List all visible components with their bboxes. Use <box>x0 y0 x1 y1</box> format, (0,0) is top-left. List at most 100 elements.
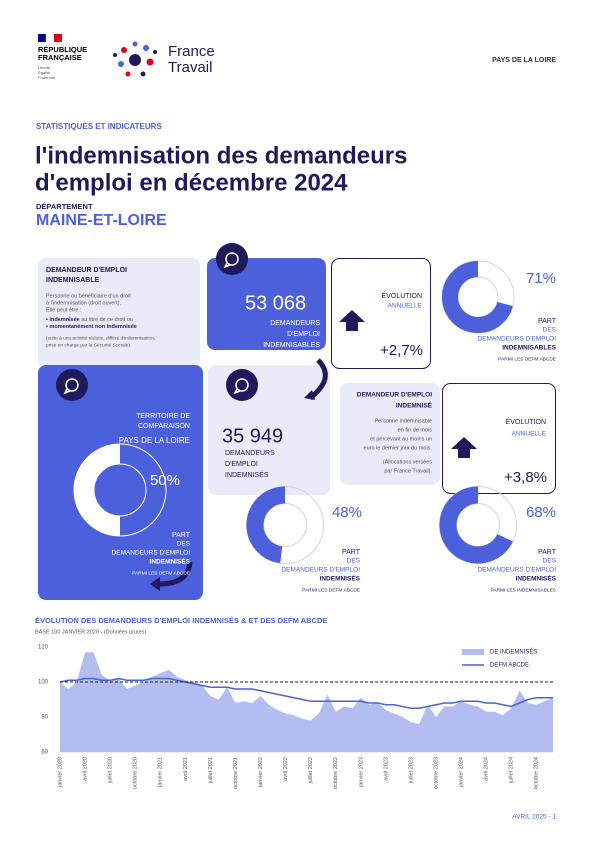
definition-text: Personne ou bénéficiaire d'un droit <box>46 293 131 299</box>
donut-label: INDEMNISÉS <box>516 574 557 583</box>
donut-label: INDEMNISABLES <box>502 345 556 352</box>
department-label: DÉPARTEMENT <box>36 202 93 211</box>
definition-text: à l'indemnisation (droit ouvert). <box>46 300 122 306</box>
donut-label: INDEMNISÉS <box>150 557 191 566</box>
donut-arc <box>74 444 121 536</box>
bullet-text: au titre de ce droit ou <box>80 317 133 323</box>
chart-subtitle: BASE 100 JANVIER 2020 - (Données brutes) <box>35 629 146 635</box>
y-tick-label: 120 <box>38 645 49 651</box>
evolution-period: ANNUELLE <box>388 303 423 310</box>
definition-bullet: • momentanément non indemnisée <box>46 324 137 330</box>
definition-text: en fin de mois <box>398 427 432 433</box>
comparison-title: COMPARAISON <box>138 423 190 430</box>
definition-bullet: • indemnisée au titre de ce droit ou <box>46 317 133 323</box>
evolution-title: ÉVOLUTION <box>382 291 422 300</box>
motto: Fraternité <box>38 75 56 80</box>
definition-note: (Allocations versées <box>383 459 432 465</box>
kpi-value: 35 949 <box>222 425 283 447</box>
donut-base: PARMI LES DEFM ABCDE <box>132 570 190 576</box>
france-travail-logo <box>113 41 157 77</box>
republic-name: FRANÇAISE <box>38 53 82 62</box>
up-arrow-icon <box>339 310 365 331</box>
kpi-value: 53 068 <box>245 292 306 314</box>
donut-label: PART <box>342 549 361 556</box>
x-tick-label: avril 2023 <box>383 757 389 781</box>
donut-label: PART <box>538 549 557 556</box>
bullet-bold: • momentanément non indemnisée <box>46 324 137 330</box>
kpi-label: INDEMNISABLES <box>263 342 320 349</box>
republic-name: RÉPUBLIQUE <box>38 45 87 54</box>
donut-label: DES <box>543 558 557 565</box>
speech-icon <box>56 369 88 401</box>
definition-title: DEMANDEUR D'EMPLOI <box>46 267 127 274</box>
x-tick-label: janvier 2022 <box>258 757 264 788</box>
comparison-title: TERRITOIRE DE <box>136 413 190 420</box>
definition-title: DEMANDEUR D'EMPLOI <box>357 392 432 399</box>
x-tick-label: juillet 2022 <box>308 757 314 784</box>
y-tick-label: 100 <box>38 680 49 686</box>
kpi-label: D'EMPLOI <box>287 331 320 338</box>
connector-arrow <box>150 577 160 591</box>
definition-text: euro le dernier jour du mois. <box>364 445 433 451</box>
donut-label: DES <box>543 327 557 334</box>
definition-text: Elle peut être : <box>46 307 82 313</box>
evolution-box <box>442 383 556 494</box>
x-tick-label: octobre 2020 <box>133 757 139 789</box>
x-tick-label: janvier 2020 <box>57 757 63 788</box>
donut-label: DEMANDEURS D'EMPLOI <box>281 567 360 574</box>
kpi-box <box>207 258 326 350</box>
kicker: STATISTIQUES ET INDICATEURS <box>36 122 162 131</box>
page-title: d'emploi en décembre 2024 <box>35 169 348 196</box>
x-tick-label: avril 2024 <box>484 757 490 781</box>
x-tick-label: juillet 2023 <box>408 757 414 784</box>
connector-arrow <box>308 358 328 400</box>
x-tick-label: juillet 2021 <box>208 757 214 784</box>
donut-label: DEMANDEURS D'EMPLOI <box>477 336 556 343</box>
x-tick-label: avril 2022 <box>283 757 289 781</box>
donut-outline <box>457 276 499 318</box>
motto: Liberté <box>38 65 51 70</box>
evolution-box <box>331 258 431 369</box>
donut-value: 50% <box>150 472 180 489</box>
kpi-label: DEMANDEURS <box>270 320 320 327</box>
bullet-bold: • indemnisée <box>46 317 80 323</box>
definition-box <box>340 383 440 485</box>
definition-box <box>38 258 200 368</box>
donut-label: DES <box>177 541 191 548</box>
donut-arc <box>442 261 513 333</box>
donut-label: DEMANDEURS D'EMPLOI <box>111 550 190 557</box>
donut-value: 71% <box>526 270 556 287</box>
donut-label: DEMANDEURS D'EMPLOI <box>477 567 556 574</box>
donut-label: INDEMNISÉS <box>320 574 361 583</box>
donut-arc <box>246 486 286 564</box>
kpi-label: DEMANDEURS <box>225 450 275 457</box>
motto: Égalité <box>38 70 51 75</box>
definition-note: prise en charge par la Sécurité Sociale)… <box>46 342 131 348</box>
legend-label: DEFM ABCDE <box>490 663 529 669</box>
y-tick-label: 60 <box>41 750 48 756</box>
department: MAINE-ET-LOIRE <box>36 212 167 229</box>
x-tick-label: janvier 2021 <box>158 757 164 788</box>
comparison-territory: PAYS DE LA LOIRE <box>119 436 190 445</box>
legend-swatch <box>462 649 484 655</box>
x-tick-label: janvier 2023 <box>358 757 364 788</box>
up-arrow-icon <box>451 437 477 458</box>
x-tick-label: octobre 2023 <box>433 757 439 789</box>
evolution-title: ÉVOLUTION <box>506 417 546 426</box>
donut-value: 68% <box>526 504 556 521</box>
brand-name: France <box>168 43 215 60</box>
footer: AVRIL 2025 - 1 <box>512 814 556 821</box>
definition-title: INDEMNISABLE <box>46 277 100 284</box>
definition-title: INDEMNISÉ <box>396 401 433 410</box>
region: PAYS DE LA LOIRE <box>492 57 556 64</box>
donut-arc <box>439 486 513 564</box>
speech-icon <box>216 243 248 275</box>
legend-label: DE INDEMNISÉS <box>490 649 537 656</box>
definition-note: par France Travail). <box>384 468 432 474</box>
area <box>60 652 553 752</box>
definition-text: et percevant au moins un <box>370 436 432 442</box>
evolution-value: +2,7% <box>380 342 423 359</box>
comparison-box <box>38 365 203 600</box>
definition-note: (suite à une activité réduite, différé d… <box>46 335 155 341</box>
